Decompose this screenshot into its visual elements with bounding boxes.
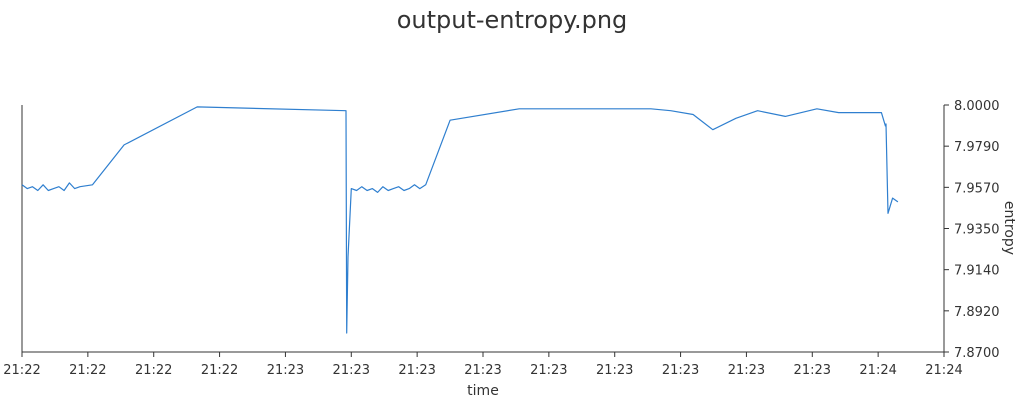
y-tick-label: 8.0000 bbox=[954, 99, 1000, 114]
y-tick-label: 7.8700 bbox=[954, 346, 1000, 361]
x-tick-label: 21:23 bbox=[530, 363, 567, 378]
chart-title: output-entropy.png bbox=[396, 6, 628, 34]
series-line bbox=[21, 106, 899, 334]
y-tick-label: 7.9570 bbox=[954, 181, 1000, 196]
x-tick-label: 21:23 bbox=[267, 363, 304, 378]
x-tick-label: 21:23 bbox=[398, 363, 435, 378]
x-tick-label: 21:24 bbox=[859, 363, 896, 378]
x-tick-label: 21:22 bbox=[201, 363, 238, 378]
x-tick-label: 21:24 bbox=[925, 363, 962, 378]
y-tick-label: 7.9790 bbox=[954, 140, 1000, 155]
x-axis-label: time bbox=[467, 383, 499, 399]
y-tick-label: 7.8920 bbox=[954, 305, 1000, 320]
x-tick-label: 21:23 bbox=[464, 363, 501, 378]
x-tick-label: 21:23 bbox=[728, 363, 765, 378]
y-axis-label: entropy bbox=[1001, 201, 1017, 255]
y-tick-label: 7.9350 bbox=[954, 223, 1000, 238]
x-tick-label: 21:23 bbox=[596, 363, 633, 378]
x-tick-label: 21:22 bbox=[135, 363, 172, 378]
x-tick-label: 21:22 bbox=[3, 363, 40, 378]
x-tick-label: 21:22 bbox=[69, 363, 106, 378]
x-tick-label: 21:23 bbox=[333, 363, 370, 378]
x-tick-label: 21:23 bbox=[794, 363, 831, 378]
y-tick-label: 7.9140 bbox=[954, 264, 1000, 279]
x-tick-label: 21:23 bbox=[662, 363, 699, 378]
